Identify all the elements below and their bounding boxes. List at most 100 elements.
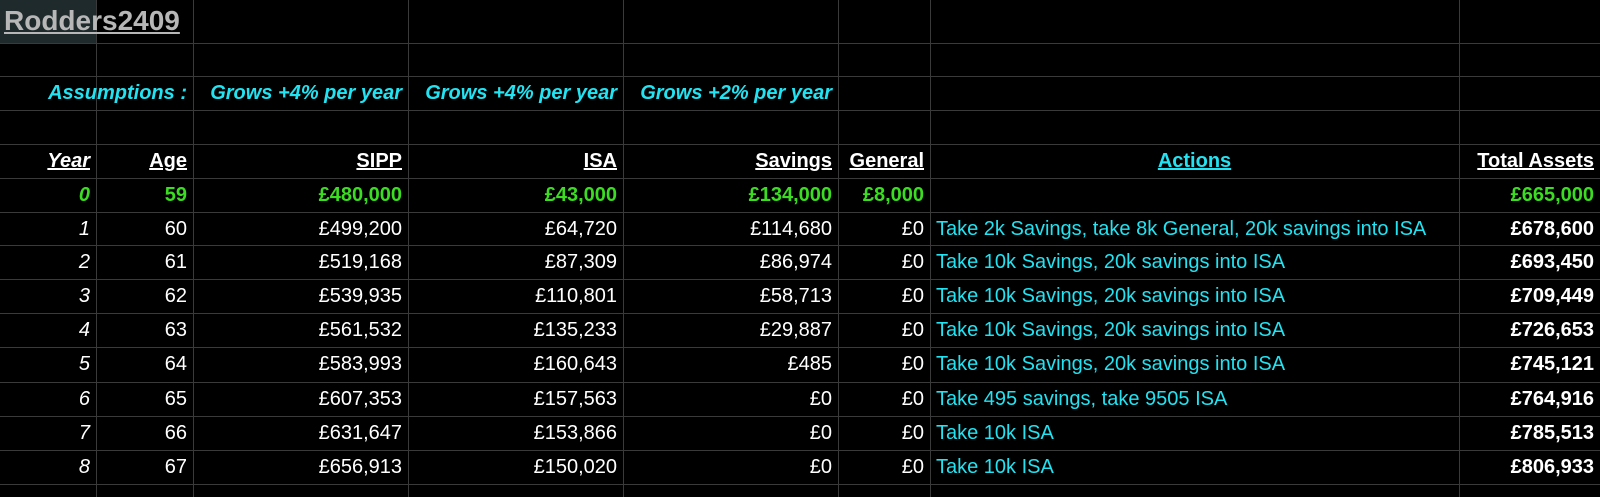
cell-isa[interactable]: £43,000 xyxy=(544,184,617,206)
gridline-horizontal xyxy=(0,212,1600,213)
header-sipp[interactable]: SIPP xyxy=(356,150,402,172)
cell-age[interactable]: 65 xyxy=(164,388,187,410)
cell-total-assets[interactable]: £709,449 xyxy=(1510,285,1594,307)
cell-age[interactable]: 66 xyxy=(164,422,187,444)
gridline-horizontal xyxy=(0,484,1600,485)
cell-general[interactable]: £8,000 xyxy=(862,184,924,206)
cell-sipp[interactable]: £583,993 xyxy=(318,353,402,375)
cell-isa[interactable]: £153,866 xyxy=(533,422,617,444)
assumptions-label[interactable]: Assumptions : xyxy=(48,82,187,104)
cell-age[interactable]: 63 xyxy=(164,319,187,341)
cell-savings[interactable]: £0 xyxy=(809,456,832,478)
cell-isa[interactable]: £160,643 xyxy=(533,353,617,375)
cell-general[interactable]: £0 xyxy=(901,319,924,341)
header-general[interactable]: General xyxy=(849,150,924,172)
cell-general[interactable]: £0 xyxy=(901,422,924,444)
cell-year[interactable]: 1 xyxy=(78,218,90,240)
cell-sipp[interactable]: £607,353 xyxy=(318,388,402,410)
cell-savings[interactable]: £0 xyxy=(809,422,832,444)
header-savings[interactable]: Savings xyxy=(755,150,832,172)
cell-savings[interactable]: £114,680 xyxy=(750,218,832,240)
cell-total-assets[interactable]: £665,000 xyxy=(1510,184,1594,206)
cell-action[interactable]: Take 10k Savings, 20k savings into ISA xyxy=(936,319,1286,341)
cell-savings[interactable]: £485 xyxy=(787,353,833,375)
cell-year[interactable]: 2 xyxy=(78,251,90,273)
gridline-horizontal xyxy=(0,43,1600,44)
cell-general[interactable]: £0 xyxy=(901,218,924,240)
cell-action[interactable]: Take 495 savings, take 9505 ISA xyxy=(936,388,1228,410)
cell-sipp[interactable]: £480,000 xyxy=(318,184,402,206)
cell-isa[interactable]: £157,563 xyxy=(533,388,617,410)
cell-general[interactable]: £0 xyxy=(901,285,924,307)
cell-sipp[interactable]: £499,200 xyxy=(318,218,402,240)
gridline-horizontal xyxy=(0,76,1600,77)
cell-general[interactable]: £0 xyxy=(901,388,924,410)
cell-total-assets[interactable]: £785,513 xyxy=(1510,422,1594,444)
cell-isa[interactable]: £64,720 xyxy=(544,218,617,240)
cell-total-assets[interactable]: £806,933 xyxy=(1510,456,1594,478)
cell-total-assets[interactable]: £693,450 xyxy=(1510,251,1594,273)
sheet-title[interactable]: Rodders2409 xyxy=(4,5,180,36)
gridline-vertical xyxy=(193,0,194,497)
cell-action[interactable]: Take 10k ISA xyxy=(936,456,1054,478)
gridline-horizontal xyxy=(0,178,1600,179)
gridline-vertical xyxy=(96,0,97,497)
header-isa[interactable]: ISA xyxy=(583,150,617,172)
header-actions[interactable]: Actions xyxy=(1157,150,1232,172)
cell-savings[interactable]: £134,000 xyxy=(748,184,832,206)
cell-sipp[interactable]: £656,913 xyxy=(318,456,402,478)
cell-year[interactable]: 6 xyxy=(78,388,90,410)
header-year[interactable]: Year xyxy=(47,150,90,172)
gridline-horizontal xyxy=(0,382,1600,383)
cell-action[interactable]: Take 10k ISA xyxy=(936,422,1054,444)
cell-year[interactable]: 4 xyxy=(78,319,90,341)
cell-age[interactable]: 61 xyxy=(164,251,187,273)
assumption-savings[interactable]: Grows +2% per year xyxy=(640,82,832,104)
cell-isa[interactable]: £150,020 xyxy=(533,456,617,478)
assumption-sipp[interactable]: Grows +4% per year xyxy=(210,82,402,104)
cell-age[interactable]: 60 xyxy=(164,218,187,240)
cell-isa[interactable]: £135,233 xyxy=(533,319,617,341)
gridline-vertical xyxy=(1459,0,1460,497)
cell-age[interactable]: 64 xyxy=(164,353,187,375)
gridline-horizontal xyxy=(0,110,1600,111)
cell-isa[interactable]: £87,309 xyxy=(544,251,617,273)
header-total-assets[interactable]: Total Assets xyxy=(1477,150,1594,172)
gridline-vertical xyxy=(930,0,931,497)
cell-sipp[interactable]: £519,168 xyxy=(318,251,402,273)
cell-total-assets[interactable]: £678,600 xyxy=(1510,218,1594,240)
gridline-horizontal xyxy=(0,450,1600,451)
cell-general[interactable]: £0 xyxy=(901,353,924,375)
header-age[interactable]: Age xyxy=(149,150,187,172)
cell-isa[interactable]: £110,801 xyxy=(535,285,617,307)
cell-sipp[interactable]: £631,647 xyxy=(318,422,402,444)
cell-total-assets[interactable]: £745,121 xyxy=(1510,353,1594,375)
assumption-isa[interactable]: Grows +4% per year xyxy=(425,82,617,104)
cell-action[interactable]: Take 10k Savings, 20k savings into ISA xyxy=(936,353,1286,375)
cell-action[interactable]: Take 2k Savings, take 8k General, 20k sa… xyxy=(936,218,1427,240)
cell-sipp[interactable]: £561,532 xyxy=(318,319,402,341)
cell-year[interactable]: 8 xyxy=(78,456,90,478)
cell-age[interactable]: 59 xyxy=(164,184,187,206)
cell-year[interactable]: 0 xyxy=(78,184,90,206)
cell-sipp[interactable]: £539,935 xyxy=(318,285,402,307)
cell-year[interactable]: 5 xyxy=(78,353,90,375)
cell-total-assets[interactable]: £764,916 xyxy=(1510,388,1594,410)
cell-general[interactable]: £0 xyxy=(901,251,924,273)
cell-age[interactable]: 67 xyxy=(164,456,187,478)
cell-total-assets[interactable]: £726,653 xyxy=(1510,319,1594,341)
gridline-horizontal xyxy=(0,347,1600,348)
cell-savings[interactable]: £29,887 xyxy=(759,319,832,341)
cell-year[interactable]: 3 xyxy=(78,285,90,307)
gridline-vertical xyxy=(623,0,624,497)
cell-savings[interactable]: £86,974 xyxy=(759,251,832,273)
cell-action[interactable]: Take 10k Savings, 20k savings into ISA xyxy=(936,285,1286,307)
cell-savings[interactable]: £0 xyxy=(809,388,832,410)
cell-general[interactable]: £0 xyxy=(901,456,924,478)
gridline-horizontal xyxy=(0,245,1600,246)
cell-savings[interactable]: £58,713 xyxy=(759,285,832,307)
cell-year[interactable]: 7 xyxy=(78,422,90,444)
cell-action[interactable]: Take 10k Savings, 20k savings into ISA xyxy=(936,251,1286,273)
cell-age[interactable]: 62 xyxy=(164,285,187,307)
